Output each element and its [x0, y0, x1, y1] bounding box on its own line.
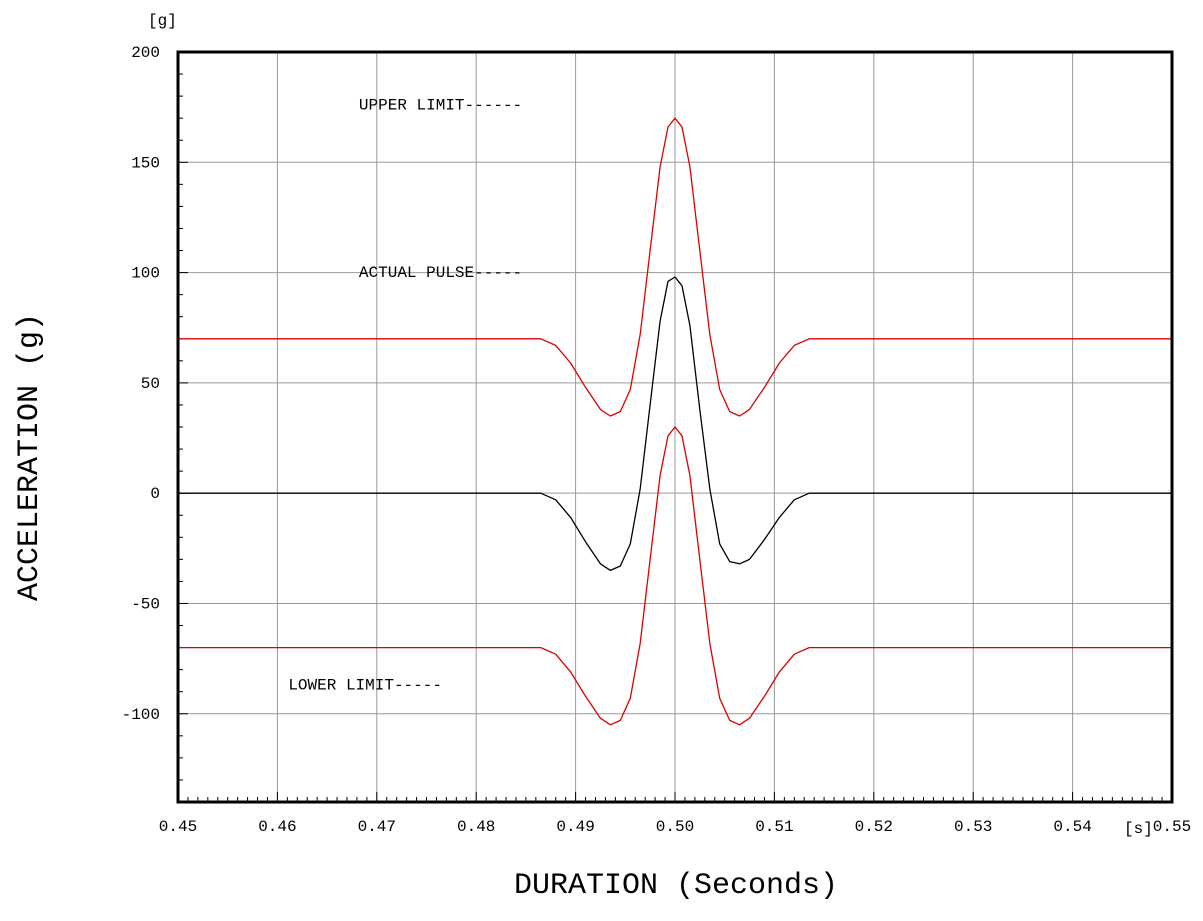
- series-line-pulse: [178, 276, 1172, 572]
- annotation-upper: UPPER LIMIT------: [359, 96, 522, 114]
- x-tick-label-9: 0.54: [1053, 818, 1091, 836]
- y-tick-label-3: 50: [141, 375, 160, 393]
- y-tick-label-5: 150: [131, 154, 160, 172]
- x-tick-label-8: 0.53: [954, 818, 992, 836]
- x-tick-label-7: 0.52: [855, 818, 893, 836]
- x-tick-label-4: 0.49: [556, 818, 594, 836]
- plot-frame: [176, 50, 1174, 804]
- y-tick-label-4: 100: [131, 265, 160, 283]
- x-tick-label-6: 0.51: [755, 818, 793, 836]
- series-layer: [178, 117, 1172, 726]
- series-line-lower: [178, 426, 1172, 726]
- tick-labels: 0.45 0.46 0.47 0.48 0.49 0.50 0.51 0.52 0.53 0.54…: [122, 44, 1192, 836]
- x-axis-title: DURATION (Seconds): [514, 869, 838, 903]
- y-tick-label-0: -100: [122, 706, 160, 724]
- annotation-pulse: ACTUAL PULSE-----: [359, 264, 522, 282]
- x-tick-label-10: 0.55: [1153, 818, 1191, 836]
- x-tick-label-3: 0.48: [457, 818, 495, 836]
- y-tick-label-2: 0: [150, 485, 160, 503]
- x-tick-label-5: 0.50: [656, 818, 694, 836]
- annotation-lower: LOWER LIMIT-----: [288, 677, 442, 695]
- y-axis-title: ACCELERATION (g): [13, 313, 47, 601]
- x-tick-label-1: 0.46: [258, 818, 296, 836]
- y-tick-label-6: 200: [131, 44, 160, 62]
- x-tick-label-0: 0.45: [159, 818, 197, 836]
- x-tick-label-2: 0.47: [358, 818, 396, 836]
- y-tick-label-1: -50: [131, 595, 160, 613]
- y-unit-label: [g]: [148, 12, 177, 30]
- x-unit-label: [s]: [1124, 820, 1153, 838]
- series-line-upper: [178, 117, 1172, 417]
- annotations: UPPER LIMIT------ ACTUAL PULSE----- LOWER …: [288, 96, 522, 694]
